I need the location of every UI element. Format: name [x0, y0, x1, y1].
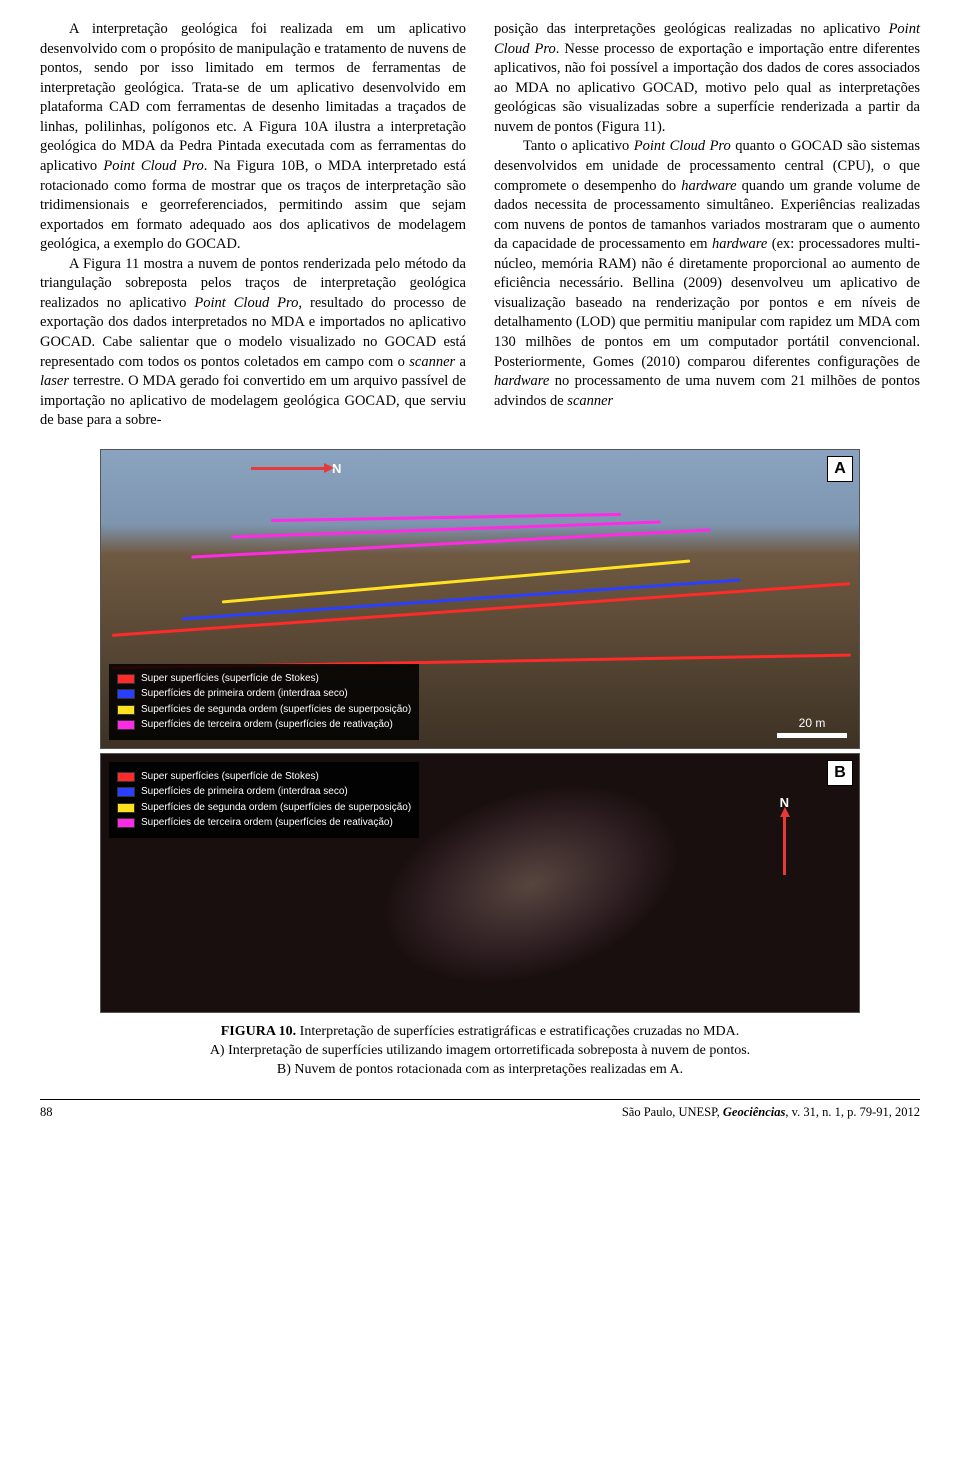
scale-bar: 20 m [777, 715, 847, 738]
north-arrow-icon [783, 815, 786, 875]
legend-swatch [117, 720, 135, 730]
legend-swatch [117, 705, 135, 715]
legend-swatch [117, 818, 135, 828]
interpretation-line [112, 582, 850, 637]
paragraph: A Figura 11 mostra a nuvem de pontos ren… [40, 255, 466, 431]
legend-item: Super superfícies (superfície de Stokes) [117, 672, 411, 686]
caption-text: A) Interpretação de superfícies utilizan… [210, 1043, 750, 1058]
legend-label: Superfícies de segunda ordem (superfície… [141, 801, 411, 815]
north-arrow-icon [251, 467, 326, 470]
text-italic: hardware [681, 178, 736, 194]
text-italic: Point Cloud Pro [103, 158, 203, 174]
left-column: A interpretação geológica foi realizada … [40, 20, 466, 431]
text-italic: scanner [409, 354, 455, 370]
figure-caption: FIGURA 10. Interpretação de superfícies … [210, 1023, 750, 1080]
legend-swatch [117, 674, 135, 684]
legend-label: Superfícies de primeira ordem (interdraa… [141, 687, 348, 701]
citation-text: , v. 31, n. 1, p. 79-91, 2012 [785, 1105, 920, 1119]
text-italic: laser [40, 373, 69, 389]
legend-item: Superfícies de terceira ordem (superfíci… [117, 816, 411, 830]
legend-swatch [117, 803, 135, 813]
text: posição das interpretações geológicas re… [494, 21, 889, 37]
right-column: posição das interpretações geológicas re… [494, 20, 920, 431]
figure-panel-a: N A Super superfícies (superfície de Sto… [100, 449, 860, 749]
text-italic: hardware [712, 236, 767, 252]
legend: Super superfícies (superfície de Stokes)… [109, 664, 419, 740]
text-italic: scanner [567, 393, 613, 409]
legend-swatch [117, 772, 135, 782]
text: A interpretação geológica foi realizada … [40, 21, 466, 174]
body-columns: A interpretação geológica foi realizada … [40, 20, 920, 431]
paragraph: A interpretação geológica foi realizada … [40, 20, 466, 255]
figure-10: N A Super superfícies (superfície de Sto… [40, 449, 920, 1080]
panel-label: B [827, 760, 853, 786]
legend-label: Superfícies de primeira ordem (interdraa… [141, 785, 348, 799]
text: (ex: processadores multi-núcleo, memória… [494, 236, 920, 369]
legend-item: Superfícies de primeira ordem (interdraa… [117, 785, 411, 799]
panel-label: A [827, 456, 853, 482]
legend-swatch [117, 787, 135, 797]
citation: São Paulo, UNESP, Geociências, v. 31, n.… [622, 1104, 920, 1121]
text: Tanto o aplicativo [523, 138, 634, 154]
caption-text: B) Nuvem de pontos rotacionada com as in… [277, 1062, 683, 1077]
page-footer: 88 São Paulo, UNESP, Geociências, v. 31,… [40, 1099, 920, 1121]
text-italic: hardware [494, 373, 549, 389]
paragraph: Tanto o aplicativo Point Cloud Pro quant… [494, 137, 920, 411]
legend-label: Super superfícies (superfície de Stokes) [141, 770, 319, 784]
scale-bar-line [777, 733, 847, 738]
text: no processamento de uma nuvem com 21 mil… [494, 373, 920, 409]
legend-item: Superfícies de segunda ordem (superfície… [117, 703, 411, 717]
text-italic: Point Cloud Pro [634, 138, 731, 154]
legend: Super superfícies (superfície de Stokes)… [109, 762, 419, 838]
legend-label: Super superfícies (superfície de Stokes) [141, 672, 319, 686]
text: terrestre. O MDA gerado foi convertido e… [40, 373, 466, 428]
text-italic: Point Cloud Pro [194, 295, 298, 311]
legend-item: Superfícies de primeira ordem (interdraa… [117, 687, 411, 701]
journal-name: Geociências [723, 1105, 785, 1119]
interpretation-line [222, 559, 690, 603]
interpretation-line [271, 513, 621, 522]
north-indicator: N [251, 460, 341, 478]
legend-item: Superfícies de terceira ordem (superfíci… [117, 718, 411, 732]
text: a [455, 354, 466, 370]
caption-text: Interpretação de superfícies estratigráf… [296, 1024, 739, 1039]
legend-swatch [117, 689, 135, 699]
legend-item: Super superfícies (superfície de Stokes) [117, 770, 411, 784]
figure-panel-b: B Super superfícies (superfície de Stoke… [100, 753, 860, 1013]
paragraph: posição das interpretações geológicas re… [494, 20, 920, 137]
north-indicator: N [780, 794, 789, 876]
interpretation-line [191, 528, 710, 558]
legend-label: Superfícies de terceira ordem (superfíci… [141, 816, 393, 830]
legend-item: Superfícies de segunda ordem (superfície… [117, 801, 411, 815]
legend-label: Superfícies de segunda ordem (superfície… [141, 703, 411, 717]
page-number: 88 [40, 1104, 53, 1121]
scale-label: 20 m [799, 715, 826, 731]
caption-label: FIGURA 10. [221, 1024, 296, 1039]
text: . Nesse processo de exportação e importa… [494, 41, 920, 135]
citation-text: São Paulo, UNESP, [622, 1105, 723, 1119]
legend-label: Superfícies de terceira ordem (superfíci… [141, 718, 393, 732]
